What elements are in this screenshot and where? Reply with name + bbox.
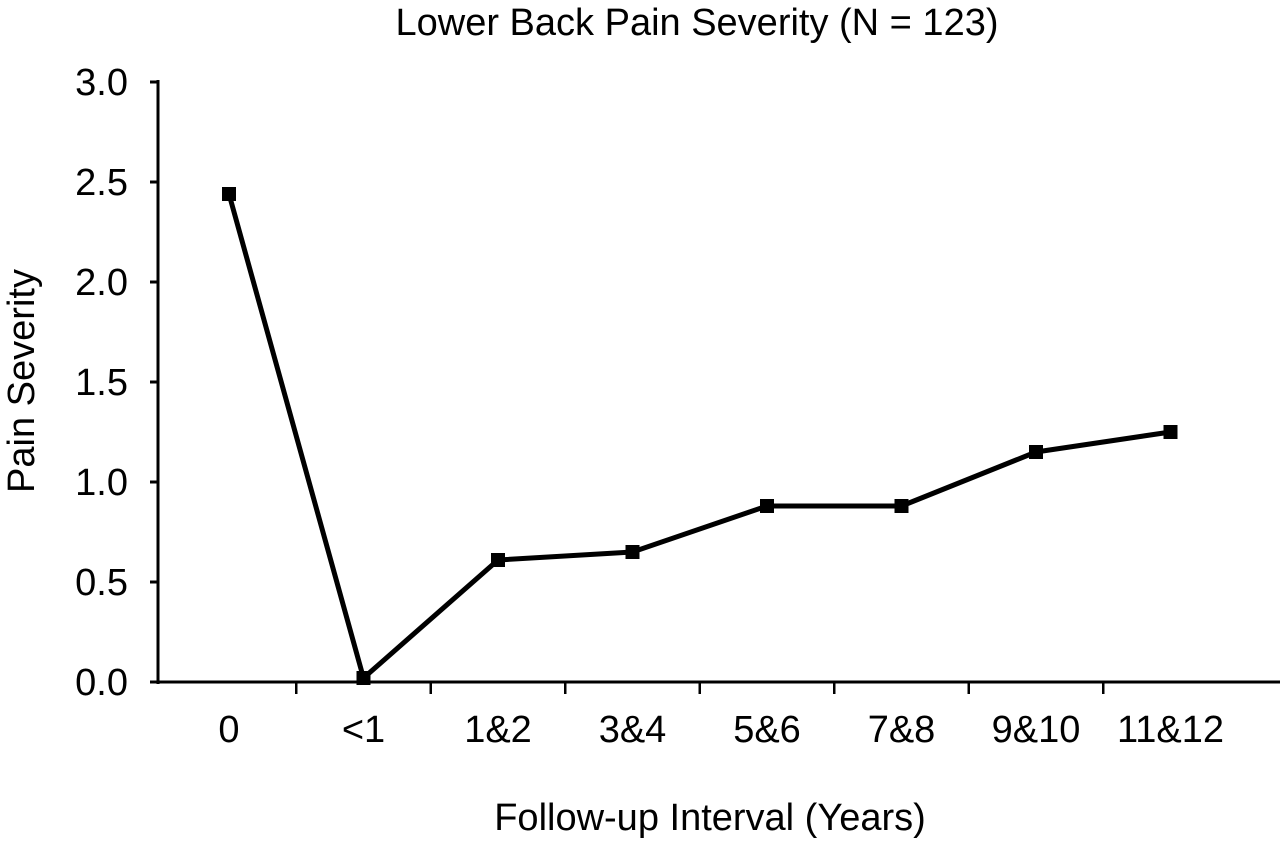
x-tick-label: <1 [342, 709, 385, 751]
data-point-marker [625, 545, 640, 559]
y-ticks: 0.0 0.5 1.0 1.5 2.0 2.5 3.0 [75, 62, 158, 704]
chart-title: Lower Back Pain Severity (N = 123) [396, 2, 999, 44]
x-ticks: 0 <1 1&2 3&4 5&6 7&8 9&10 11&12 [218, 682, 1224, 751]
y-tick-label: 2.5 [75, 162, 128, 204]
x-tick-label: 9&10 [992, 709, 1081, 751]
data-point-marker [1163, 425, 1178, 439]
data-point-marker [222, 187, 236, 201]
data-point-marker [760, 499, 774, 513]
y-tick-label: 0.5 [75, 562, 128, 604]
y-tick-label: 2.0 [75, 262, 128, 304]
y-tick-label: 1.0 [75, 462, 128, 504]
series [222, 187, 1178, 685]
data-point-marker [894, 499, 909, 513]
data-point-marker [356, 671, 371, 685]
x-tick-label: 1&2 [464, 709, 532, 751]
axes [156, 80, 1280, 684]
x-tick-label: 7&8 [868, 709, 936, 751]
x-axis-label: Follow-up Interval (Years) [494, 797, 926, 839]
data-point-marker [491, 553, 505, 567]
x-tick-label: 0 [218, 709, 239, 751]
x-tick-label: 11&12 [1117, 709, 1224, 751]
x-tick-label: 3&4 [599, 709, 667, 751]
series-line [226, 193, 1171, 681]
x-tick-label: 5&6 [733, 709, 801, 751]
y-tick-label: 1.5 [75, 362, 128, 404]
data-point-marker [1029, 445, 1043, 459]
y-tick-label: 0.0 [75, 662, 128, 704]
y-tick-label: 3.0 [75, 62, 128, 104]
y-axis-label: Pain Severity [1, 269, 43, 493]
